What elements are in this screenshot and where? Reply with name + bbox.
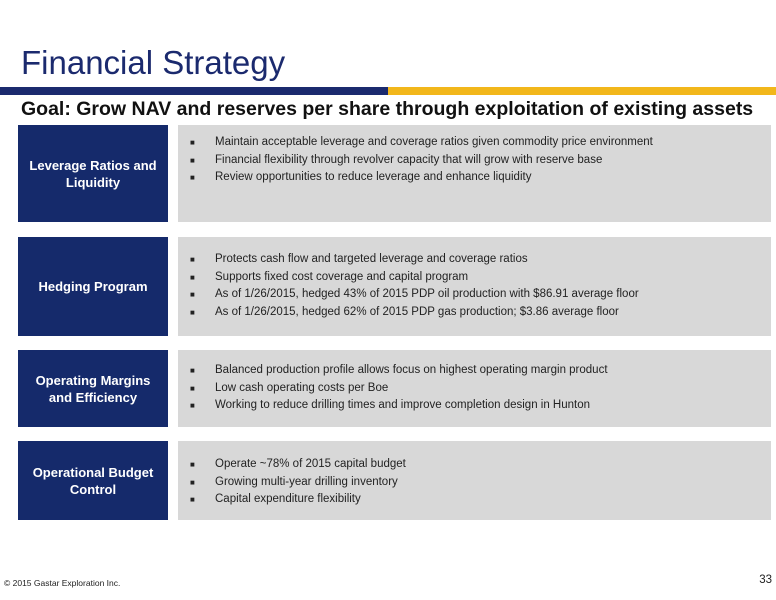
square-bullet-icon: ■ <box>190 138 195 147</box>
square-bullet-icon: ■ <box>190 460 195 469</box>
section-label-margins: Operating Margins and Efficiency <box>18 350 168 427</box>
list-item: ■ Low cash operating costs per Boe <box>190 380 771 398</box>
title-rule-gold <box>388 87 776 95</box>
square-bullet-icon: ■ <box>190 173 195 182</box>
page-number: 33 <box>759 574 772 586</box>
list-item: ■ As of 1/26/2015, hedged 43% of 2015 PDP… <box>190 286 771 304</box>
square-bullet-icon: ■ <box>190 495 195 504</box>
list-item: ■ Growing multi-year drilling inventory <box>190 474 771 492</box>
square-bullet-icon: ■ <box>190 401 195 410</box>
section-body-budget: ■ Operate ~78% of 2015 capital budget ■ Gr… <box>178 441 771 520</box>
page-title: Financial Strategy <box>21 44 286 81</box>
list-item: ■ Balanced production profile allows focu… <box>190 362 771 380</box>
bullet-list: ■ Protects cash flow and targeted leverag… <box>190 251 771 321</box>
list-item: ■ Protects cash flow and targeted leverag… <box>190 251 771 269</box>
list-item: ■ As of 1/26/2015, hedged 62% of 2015 PDP… <box>190 304 771 322</box>
goal-heading: Goal: Grow NAV and reserves per share th… <box>21 98 754 120</box>
section-body-margins: ■ Balanced production profile allows focu… <box>178 350 771 427</box>
list-item: ■ Maintain acceptable leverage and covera… <box>190 134 771 152</box>
list-item: ■ Working to reduce drilling times and im… <box>190 397 771 415</box>
title-rule-navy <box>0 87 388 95</box>
list-item: ■ Supports fixed cost coverage and capita… <box>190 269 771 287</box>
list-item: ■ Review opportunities to reduce leverage… <box>190 169 771 187</box>
list-item: ■ Capital expenditure flexibility <box>190 491 771 509</box>
section-label-budget: Operational Budget Control <box>18 441 168 520</box>
square-bullet-icon: ■ <box>190 383 195 393</box>
list-item: ■ Operate ~78% of 2015 capital budget <box>190 456 771 474</box>
bullet-list: ■ Operate ~78% of 2015 capital budget ■ Gr… <box>190 456 771 509</box>
square-bullet-icon: ■ <box>190 366 195 375</box>
list-item: ■ Financial flexibility through revolver … <box>190 152 771 170</box>
square-bullet-icon: ■ <box>190 290 195 299</box>
section-body-hedging: ■ Protects cash flow and targeted leverag… <box>178 237 771 336</box>
square-bullet-icon: ■ <box>190 477 195 487</box>
bullet-list: ■ Balanced production profile allows focu… <box>190 362 771 415</box>
section-label-hedging: Hedging Program <box>18 237 168 336</box>
bullet-list: ■ Maintain acceptable leverage and covera… <box>190 134 771 187</box>
square-bullet-icon: ■ <box>190 307 195 317</box>
section-label-leverage: Leverage Ratios and Liquidity <box>18 125 168 222</box>
section-body-leverage: ■ Maintain acceptable leverage and covera… <box>178 125 771 222</box>
square-bullet-icon: ■ <box>190 155 195 165</box>
square-bullet-icon: ■ <box>190 255 195 264</box>
copyright-footer: © 2015 Gastar Exploration Inc. <box>4 578 121 588</box>
square-bullet-icon: ■ <box>190 272 195 282</box>
